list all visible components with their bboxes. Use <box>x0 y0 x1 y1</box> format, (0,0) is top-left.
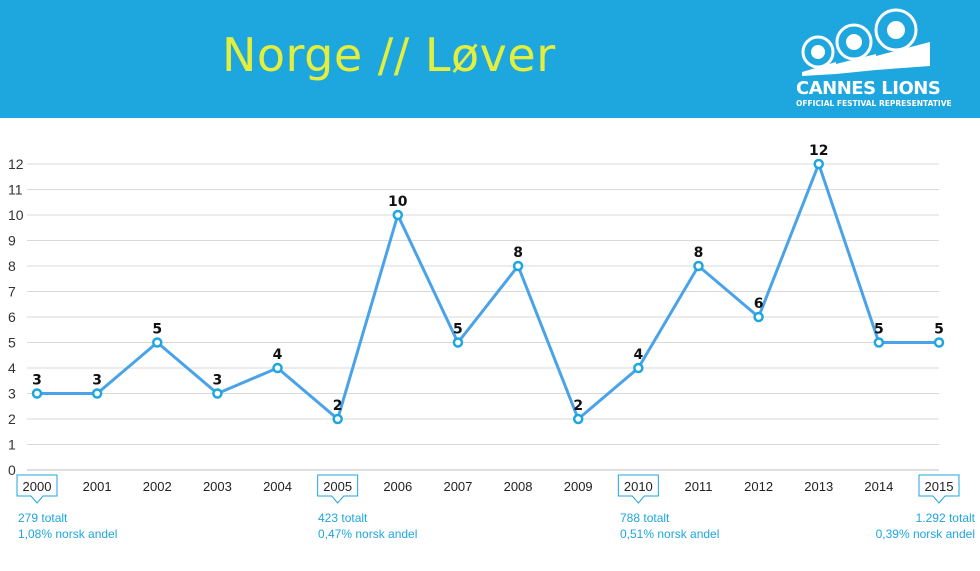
y-tick-label: 0 <box>8 462 16 478</box>
y-tick-label: 12 <box>8 156 24 172</box>
lion-icon <box>801 8 930 76</box>
data-point <box>633 362 644 374</box>
data-label: 5 <box>152 322 162 338</box>
data-label: 6 <box>754 296 764 312</box>
y-tick-label: 11 <box>8 182 23 198</box>
data-point <box>152 337 163 348</box>
y-tick-label: 5 <box>8 335 16 351</box>
data-label: 3 <box>32 373 42 389</box>
x-tick-label: 2011 <box>684 479 712 494</box>
data-label: 2 <box>573 398 583 414</box>
data-point <box>452 337 464 348</box>
data-point <box>873 337 885 348</box>
callout-total: 788 totalt <box>620 511 670 525</box>
y-tick-label: 3 <box>8 386 16 402</box>
year-callout-box <box>317 474 359 504</box>
callout-total: 1.292 totalt <box>915 511 975 525</box>
y-tick-label: 4 <box>8 360 16 376</box>
x-tick-label: 2008 <box>504 479 533 494</box>
year-callout-box <box>617 474 659 504</box>
data-label: 5 <box>453 322 463 338</box>
page-title: Norge // Løver <box>222 28 556 82</box>
data-label: 4 <box>633 347 643 363</box>
x-tick-label: 2012 <box>744 479 773 494</box>
data-point <box>272 362 283 374</box>
data-point <box>693 260 704 272</box>
data-point <box>91 388 103 399</box>
callout-2015: 1.292 totalt 0,39% norsk andel <box>860 510 975 542</box>
x-tick-label: 2009 <box>564 479 593 494</box>
y-tick-label: 7 <box>8 284 16 300</box>
cannes-lions-logo: CANNES LIONS OFFICIAL FESTIVAL REPRESENT… <box>796 6 952 112</box>
callout-share: 1,08% norsk andel <box>18 527 118 541</box>
callout-total: 423 totalt <box>318 511 368 525</box>
series-line <box>37 159 939 422</box>
x-tick-label: 2005 <box>323 479 352 494</box>
callout-total: 279 totalt <box>18 511 68 525</box>
logo-subtitle: OFFICIAL FESTIVAL REPRESENTATIVE <box>796 99 952 108</box>
data-label: 2 <box>333 398 343 414</box>
data-label: 8 <box>694 245 704 261</box>
x-tick-label: 2006 <box>383 479 412 494</box>
x-tick-label: 2015 <box>925 479 954 494</box>
x-tick-label: 2004 <box>263 479 292 494</box>
x-tick-label: 2001 <box>83 479 112 494</box>
y-tick-label: 8 <box>8 258 16 274</box>
data-label: 12 <box>809 143 828 159</box>
callout-2010: 788 totalt 0,51% norsk andel <box>620 510 719 542</box>
year-callout-box <box>918 474 960 504</box>
x-tick-label: 2013 <box>804 479 833 494</box>
data-label: 5 <box>934 322 944 338</box>
y-tick-label: 6 <box>8 309 16 325</box>
y-tick-label: 1 <box>8 437 16 453</box>
x-tick-label: 2003 <box>203 479 232 494</box>
data-point <box>332 413 343 425</box>
x-tick-label: 2014 <box>864 479 893 494</box>
x-tick-label: 2000 <box>23 479 52 494</box>
data-label: 10 <box>388 194 408 210</box>
data-label: 4 <box>273 347 283 363</box>
data-point <box>392 209 404 221</box>
data-point <box>512 260 524 272</box>
data-point <box>31 388 43 399</box>
y-tick-label: 10 <box>8 207 24 223</box>
data-label: 5 <box>874 322 884 338</box>
x-tick-label: 2002 <box>143 479 172 494</box>
y-tick-label: 9 <box>8 233 16 249</box>
x-tick-label: 2007 <box>443 479 472 494</box>
data-label: 3 <box>92 373 102 389</box>
data-point <box>933 337 945 348</box>
y-tick-label: 2 <box>8 411 16 427</box>
header-banner: Norge // Løver CANNES LIONS OFFICIAL FES… <box>0 0 980 118</box>
data-label: 8 <box>513 245 523 261</box>
callout-share: 0,51% norsk andel <box>620 527 720 541</box>
year-callout-box <box>16 474 58 504</box>
data-point <box>572 413 584 425</box>
callout-2005: 423 totalt 0,47% norsk andel <box>318 510 417 542</box>
x-tick-label: 2010 <box>624 479 653 494</box>
callout-2000: 279 totalt 1,08% norsk andel <box>18 510 117 542</box>
data-label: 3 <box>213 373 223 389</box>
data-point <box>813 158 824 170</box>
callout-share: 0,39% norsk andel <box>875 527 975 541</box>
logo-wordmark: CANNES LIONS <box>796 78 941 99</box>
callout-share: 0,47% norsk andel <box>318 527 418 541</box>
data-point <box>753 311 764 323</box>
data-point <box>212 388 223 399</box>
